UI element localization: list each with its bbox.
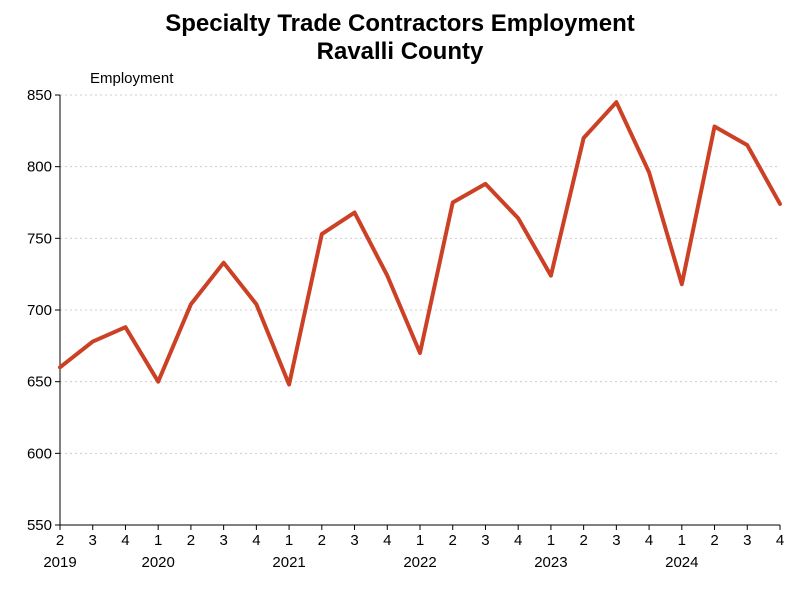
x-quarter-label: 1 — [285, 532, 293, 549]
x-quarter-label: 1 — [416, 532, 424, 549]
x-quarter-label: 2 — [449, 532, 457, 549]
x-quarter-label: 4 — [252, 532, 260, 549]
x-quarter-label: 3 — [350, 532, 358, 549]
y-tick-label: 800 — [27, 159, 52, 176]
x-quarter-label: 3 — [219, 532, 227, 549]
x-quarter-label: 1 — [154, 532, 162, 549]
y-tick-label: 700 — [27, 302, 52, 319]
x-quarter-label: 3 — [89, 532, 97, 549]
x-quarter-label: 1 — [678, 532, 686, 549]
x-year-label: 2021 — [272, 554, 305, 571]
x-quarter-label: 1 — [547, 532, 555, 549]
y-tick-label: 650 — [27, 374, 52, 391]
x-quarter-label: 2 — [187, 532, 195, 549]
x-quarter-label: 3 — [612, 532, 620, 549]
x-quarter-label: 2 — [710, 532, 718, 549]
x-year-label: 2023 — [534, 554, 567, 571]
y-tick-label: 850 — [27, 87, 52, 104]
x-quarter-label: 2 — [318, 532, 326, 549]
x-year-label: 2024 — [665, 554, 698, 571]
x-quarter-label: 4 — [645, 532, 653, 549]
x-quarter-label: 4 — [383, 532, 391, 549]
x-year-label: 2022 — [403, 554, 436, 571]
x-quarter-label: 2 — [56, 532, 64, 549]
x-quarter-label: 3 — [481, 532, 489, 549]
data-line — [60, 102, 780, 384]
x-year-label: 2020 — [141, 554, 174, 571]
employment-chart: Specialty Trade Contractors Employment R… — [0, 0, 800, 600]
y-tick-label: 550 — [27, 517, 52, 534]
x-quarter-label: 2 — [579, 532, 587, 549]
chart-svg: 550 600 650 700 750 800 850 2 3 4 1 2 3 4 1 2 3 4 1 2 3 4 1 2 3 4… — [0, 0, 800, 600]
x-year-label: 2019 — [43, 554, 76, 571]
y-tick-label: 750 — [27, 230, 52, 247]
x-quarter-label: 4 — [776, 532, 784, 549]
x-quarter-label: 3 — [743, 532, 751, 549]
x-quarter-label: 4 — [514, 532, 522, 549]
x-quarter-label: 4 — [121, 532, 129, 549]
y-tick-label: 600 — [27, 445, 52, 462]
